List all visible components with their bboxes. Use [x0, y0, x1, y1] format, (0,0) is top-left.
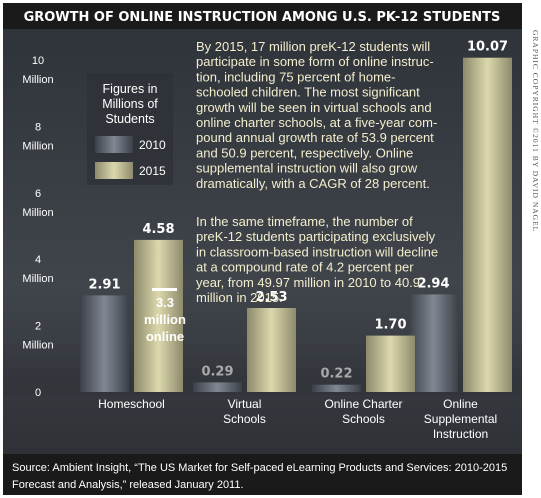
- category-label-1-1: Schools: [223, 412, 266, 426]
- value-label-2010-3: 2.94: [417, 276, 449, 291]
- note1-line-3: schooled children. The most significant: [196, 85, 420, 100]
- note2-line-5: million in 2015.: [196, 290, 283, 305]
- annotation-line-3: online: [146, 329, 184, 344]
- category-label-1-0: Virtual: [228, 397, 262, 411]
- y-tick-label-8-unit: Million: [22, 140, 53, 152]
- copyright-credit: GRAPHIC COPYRIGHT ©2011 BY DAVID NAGEL: [531, 30, 540, 232]
- legend-title-line-1: Figures in: [103, 82, 158, 96]
- online-annotation: 3.3 million online: [144, 288, 186, 344]
- value-label-2015-0: 4.58: [142, 222, 174, 237]
- note-paragraph-2: In the same timeframe, the number ofpreK…: [196, 214, 438, 305]
- chart-title: GROWTH OF ONLINE INSTRUCTION AMONG U.S. …: [24, 10, 501, 25]
- bar-2010-1: [193, 382, 242, 392]
- y-tick-label-8: 8: [35, 121, 41, 133]
- legend: Figures in Millions of Students 2010 201…: [87, 73, 173, 185]
- note1-line-8: supplemental instruction will also grow: [196, 161, 418, 176]
- bar-2010-3: [409, 294, 458, 392]
- value-label-2015-2: 1.70: [374, 318, 406, 333]
- y-tick-label-4-unit: Million: [22, 273, 53, 285]
- bars: [80, 57, 512, 392]
- category-label-0-0: Homeschool: [98, 397, 165, 411]
- source-line-1: Source: Ambient Insight, “The US Market …: [12, 462, 507, 474]
- legend-title-line-3: Students: [105, 112, 154, 126]
- title-bar: [3, 3, 522, 29]
- bar-2015-2: [366, 335, 415, 392]
- bar-2010-0: [80, 295, 129, 392]
- y-tick-label-6-unit: Million: [22, 207, 53, 219]
- category-label-3-2: Instruction: [433, 427, 488, 441]
- category-label-2-0: Online Charter: [324, 397, 402, 411]
- y-tick-label-10: 10: [32, 55, 44, 67]
- bar-2015-1: [247, 308, 296, 392]
- category-label-3-1: Supplemental: [424, 412, 497, 426]
- value-label-2010-0: 2.91: [88, 277, 120, 292]
- note2-line-4: year, from 49.97 million in 2010 to 40.9: [196, 275, 420, 290]
- category-label-3-0: Online: [443, 397, 478, 411]
- note1-line-5: online charter schools, at a five-year c…: [196, 115, 437, 130]
- note1-line-9: dramatically, with a CAGR of 28 percent.: [196, 176, 430, 191]
- note2-line-1: preK-12 students participating exclusive…: [196, 229, 436, 244]
- y-tick-label-2-unit: Million: [22, 340, 53, 352]
- source-line-2: Forecast and Analysis,” released January…: [12, 479, 244, 491]
- note1-line-4: growth will be seen in virtual schools a…: [196, 100, 432, 115]
- note2-line-2: in classroom-based instruction will decl…: [196, 244, 438, 259]
- bar-2015-0: [134, 239, 183, 392]
- note1-line-7: and 50.9 percent, respectively. Online: [196, 145, 413, 160]
- value-label-2015-1: 2.53: [255, 290, 287, 305]
- legend-label-2015: 2015: [139, 164, 166, 178]
- value-labels: 2.91 0.29 0.22 2.94 4.58 2.53 1.70 10.07: [88, 40, 508, 382]
- note2-line-0: In the same timeframe, the number of: [196, 214, 413, 229]
- annotation-line-2: million: [144, 312, 186, 327]
- y-tick-label-6: 6: [35, 188, 41, 200]
- y-tick-label-10-unit: Million: [22, 74, 53, 86]
- annotation-line-1: 3.3: [156, 295, 174, 310]
- note2-line-3: at a compound rate of 4.2 percent per: [196, 260, 414, 275]
- note1-line-1: participate in some form of online instr…: [196, 54, 434, 69]
- y-tick-label-4: 4: [35, 254, 41, 266]
- note-paragraph-1: By 2015, 17 million preK-12 students wil…: [196, 39, 437, 191]
- legend-title-line-2: Millions of: [102, 97, 158, 111]
- bar-2015-3: [463, 57, 512, 392]
- source-bar: [3, 454, 522, 495]
- legend-swatch-2015: [95, 162, 133, 179]
- y-tick-label-2: 2: [35, 321, 41, 333]
- value-label-2015-3: 10.07: [467, 40, 508, 55]
- y-axis: 0 2 Million 4 Million 6 Million 8 Million 10 Milli…: [22, 55, 53, 399]
- note1-line-0: By 2015, 17 million preK-12 students wil…: [196, 39, 430, 54]
- category-label-2-1: Schools: [342, 412, 385, 426]
- value-label-2010-2: 0.22: [320, 367, 352, 382]
- y-tick-label-0: 0: [35, 387, 41, 399]
- legend-label-2010: 2010: [139, 138, 166, 152]
- note1-line-6: pound annual growth rate of 53.9 percent: [196, 130, 434, 145]
- note1-line-2: tion, including 75 percent of home-: [196, 69, 395, 84]
- bar-2010-2: [312, 384, 361, 392]
- legend-swatch-2010: [95, 136, 133, 153]
- annotation-marker: [152, 288, 177, 291]
- value-label-2010-1: 0.29: [201, 364, 233, 379]
